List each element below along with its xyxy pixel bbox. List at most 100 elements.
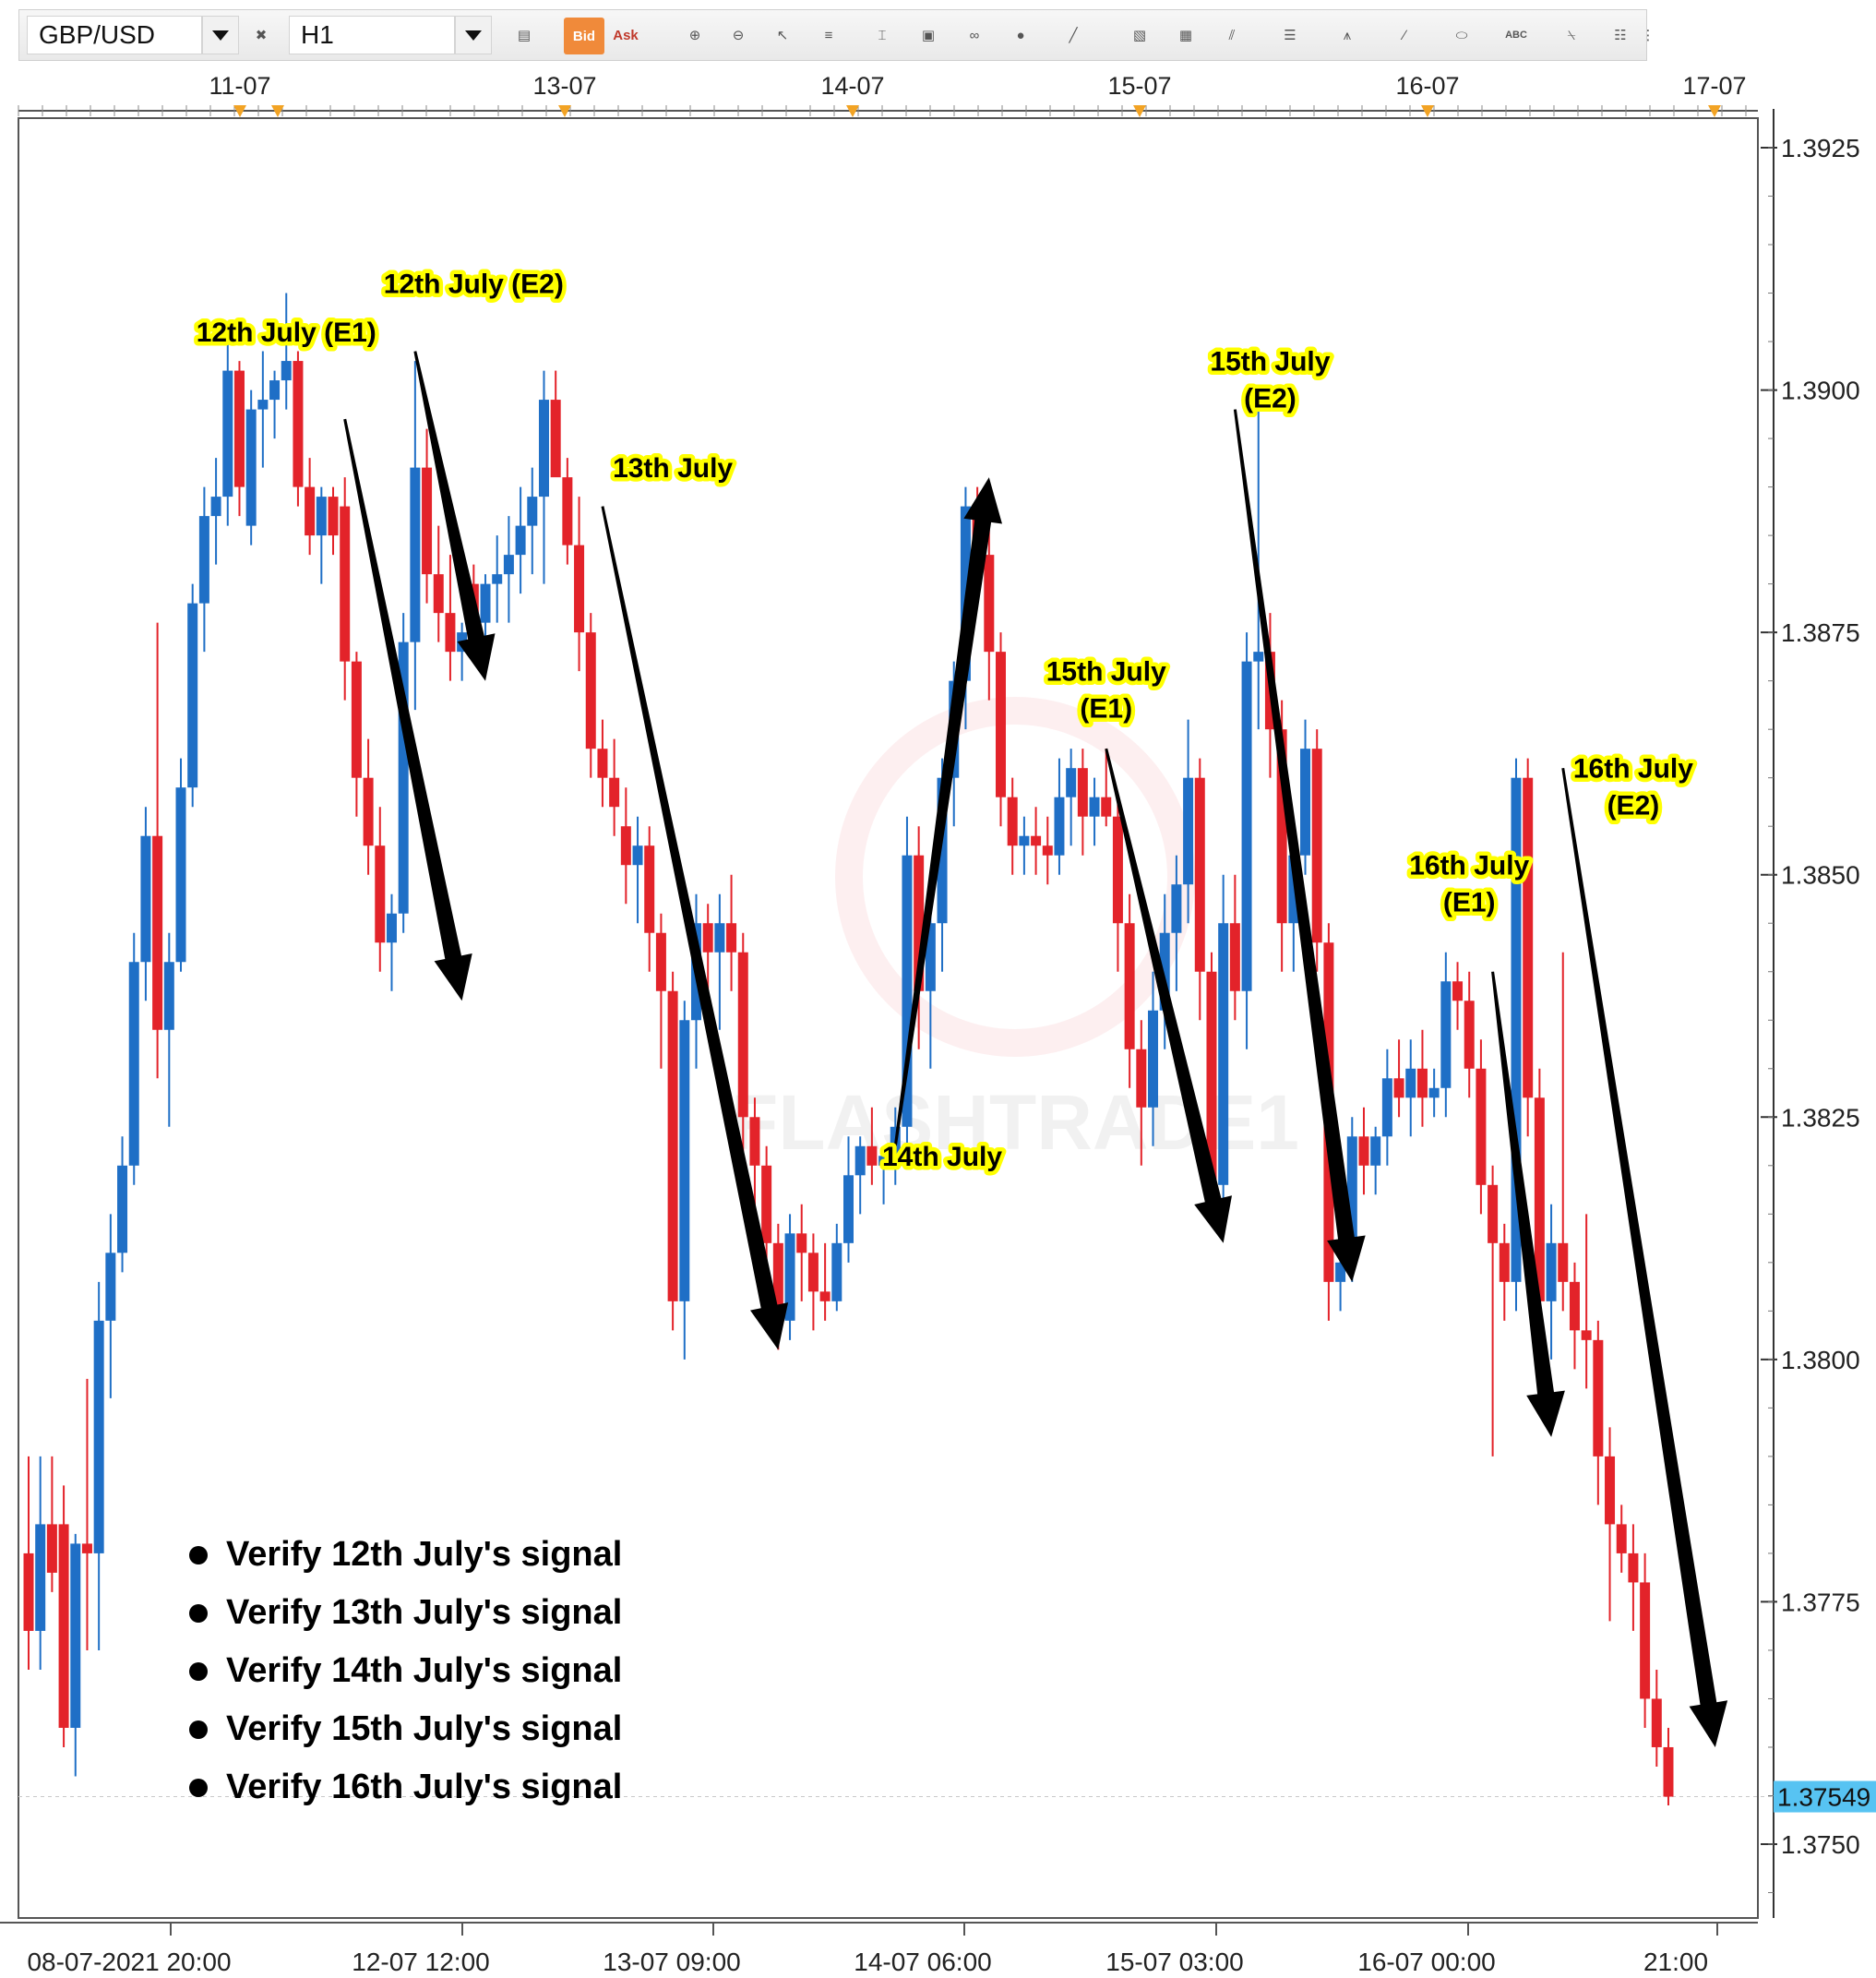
candle <box>1112 797 1123 972</box>
indicator-icon[interactable]: ≡ <box>824 27 833 43</box>
chart-type-icon[interactable]: ▤ <box>517 28 532 43</box>
cursor-icon[interactable]: ↖ <box>776 28 789 43</box>
signal-annotation-label: 16th July <box>1573 754 1693 785</box>
candle <box>1581 1214 1592 1389</box>
candle <box>1569 1262 1580 1370</box>
candle-body <box>293 361 304 487</box>
more-icon[interactable]: ⋮ <box>1641 28 1655 43</box>
candle-body <box>340 506 351 662</box>
candle-body <box>23 1552 34 1631</box>
candle-body <box>1124 923 1135 1049</box>
lines-icon[interactable]: ☰ <box>1284 28 1296 43</box>
pitchfork-icon[interactable]: ⩚ <box>1343 27 1352 43</box>
eraser-icon[interactable]: ⍀ <box>1567 27 1576 43</box>
timeframe-label: H1 <box>301 20 334 49</box>
trendline-icon[interactable]: ∕ <box>1403 27 1406 43</box>
image-icon[interactable]: ▧ <box>1132 28 1147 43</box>
timeframe-select[interactable]: H1 <box>289 16 455 54</box>
candle <box>1440 952 1452 1118</box>
candle <box>1452 962 1464 1030</box>
session-marker-icon <box>846 105 859 117</box>
candle <box>550 370 561 478</box>
current-price-tag <box>1774 1780 1876 1813</box>
signal-annotation-label: 12th July (E1) <box>197 318 376 348</box>
candle <box>187 583 198 808</box>
verify-signal-item: Verify 12th July's signal <box>226 1535 622 1574</box>
candle-body <box>1101 797 1112 817</box>
layers-icon[interactable]: ▦ <box>1178 28 1193 43</box>
candle-body <box>1253 652 1264 662</box>
link-icon[interactable]: ∞ <box>969 27 980 43</box>
candle-body <box>1616 1524 1627 1553</box>
candle-body <box>1370 1136 1381 1166</box>
bearish-arrow <box>1233 409 1366 1282</box>
candle <box>175 758 186 972</box>
signal-annotation: 15th July (E1) <box>1042 653 1170 728</box>
text-tool-icon[interactable]: ⌶ <box>878 27 887 43</box>
candle-body <box>937 777 948 924</box>
bearish-arrow <box>1561 768 1728 1747</box>
candle <box>1218 874 1229 1215</box>
candle-body <box>398 641 409 914</box>
candle-body <box>772 1242 783 1321</box>
candle-body <box>866 1145 878 1166</box>
candle-body <box>819 1291 830 1301</box>
ruler-icon[interactable]: ╱ <box>1069 28 1078 43</box>
candle-body <box>914 855 925 991</box>
candle <box>1640 1552 1651 1728</box>
candle-body <box>807 1253 819 1292</box>
candle <box>1663 1727 1674 1805</box>
top-date-label: 17-07 <box>1682 72 1746 100</box>
symbol-select[interactable]: GBP/USD <box>27 16 202 54</box>
candle-body <box>503 555 514 575</box>
candle <box>233 361 245 517</box>
candle <box>410 361 421 711</box>
candle <box>293 351 304 507</box>
fibonacci-icon[interactable]: ⫽ <box>1228 27 1236 43</box>
candle <box>1370 1126 1381 1195</box>
candle <box>257 351 269 468</box>
candle-body <box>1276 729 1287 924</box>
session-marker-icon <box>271 105 284 117</box>
candle <box>1066 749 1077 846</box>
candle-body <box>585 632 596 749</box>
verify-signal-item: Verify 13th July's signal <box>226 1593 622 1632</box>
template-icon[interactable]: ▣ <box>921 28 936 43</box>
y-tick-label: 1.3750 <box>1781 1830 1860 1859</box>
compare-icon[interactable]: ✖ <box>255 28 268 43</box>
candle <box>128 932 139 1185</box>
bullet-dot-icon <box>189 1604 208 1623</box>
candle-body <box>1558 1242 1569 1282</box>
candle-body <box>1218 923 1229 1185</box>
candle <box>70 1533 81 1777</box>
ellipse-icon[interactable]: ⬭ <box>1455 27 1468 43</box>
session-marker-icon <box>1133 105 1146 117</box>
bid-button[interactable]: Bid <box>564 18 604 54</box>
candle-body <box>1358 1136 1369 1166</box>
candle-body <box>1569 1281 1580 1331</box>
candle <box>386 893 397 991</box>
candle-body <box>1605 1456 1616 1525</box>
ask-button[interactable]: Ask <box>610 19 641 51</box>
globe-icon[interactable]: ● <box>1016 27 1025 43</box>
candle <box>585 613 596 778</box>
candle-body <box>527 497 538 526</box>
candle <box>1381 1049 1392 1166</box>
timeframe-dropdown-button[interactable] <box>455 16 492 54</box>
zoom-in-icon[interactable]: ⊕ <box>688 28 701 43</box>
candle-body <box>1229 923 1240 991</box>
hierarchy-icon[interactable]: ☷ <box>1614 28 1627 43</box>
candle-body <box>1523 777 1534 1098</box>
candle <box>340 477 351 701</box>
abc-text-icon[interactable]: ABC <box>1500 19 1532 51</box>
candle-body <box>245 409 257 526</box>
candle-body <box>35 1524 46 1631</box>
candle-body <box>433 574 444 614</box>
candle-body <box>1651 1698 1662 1747</box>
candle <box>1101 749 1112 827</box>
candle-body <box>328 497 339 536</box>
zoom-out-icon[interactable]: ⊖ <box>732 28 745 43</box>
candle <box>878 1145 890 1205</box>
symbol-dropdown-button[interactable] <box>202 16 239 54</box>
candle <box>1229 874 1240 1021</box>
